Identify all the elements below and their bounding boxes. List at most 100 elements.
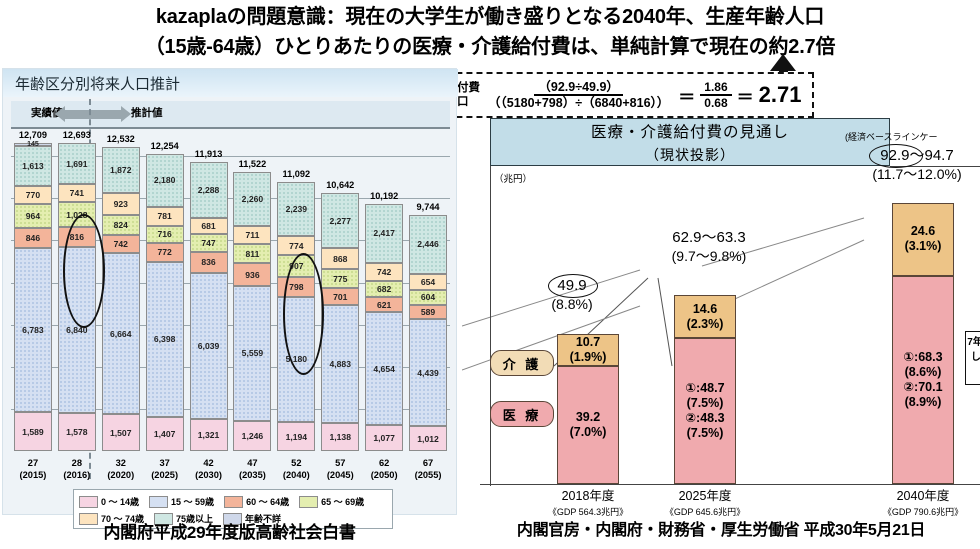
x-year: (2020) [107,470,135,480]
population-bar-segment: 964 [13,204,52,228]
x-era: 27 [27,458,39,468]
population-bar-segment: 741 [57,184,96,203]
population-bar-segment: 701 [321,288,360,306]
formula-expression: （92.9÷49.9） （（5180+798）÷（6840+816）） [484,80,673,110]
population-bar: 11,913 2,288 681 747 836 6,039 1,321 [189,149,228,451]
population-x-label: 57 (2045) [317,457,363,481]
x-era: 57 [335,458,346,468]
x-era: 32 [115,458,126,468]
benefit-segment-line: (2.3%) [686,316,724,331]
population-x-label: 47 (2035) [229,457,275,481]
benefit-chart-title: 医療・介護給付費の見通し （現状投影） [490,118,890,166]
actual-values-label: 実績値 [31,107,63,119]
up-arrow-icon [770,54,796,71]
benefit-bar-kaigo: 14.6 (2.3%) [674,294,736,339]
population-bar-total: 11,522 [238,158,267,169]
legend-swatch [223,512,243,525]
legend-label: 75歳以上 [176,514,214,524]
population-bar-segment: 770 [13,185,52,205]
legend-kaigo-label: 介 護 [502,356,542,372]
gridline [11,324,450,326]
population-bar-total: 11,913 [194,149,223,160]
legend-label: 0 ～ 14歳 [101,497,140,507]
population-bar-segment: 781 [145,206,184,226]
benefit-x-year: 2018年度 [561,489,615,503]
x-era: 42 [203,458,214,468]
population-x-label: 32 (2020) [98,457,144,481]
formula-equals-1: ＝ [678,87,696,107]
benefit-segment-line: 24.6 [910,224,936,239]
population-bar-segment: 824 [101,214,140,235]
population-bar-segment: 621 [365,297,404,313]
population-bar: 12,709 145 1,613 770 964 846 6,783 1,589 [13,130,52,451]
population-bar-segment: 6,039 [189,272,228,419]
population-bar-segment: 2,417 [365,203,404,263]
population-bar-segment: 716 [145,225,184,244]
benefit-bar: 24.6 (3.1%) ①:68.3 (8.6%) ②:70.1 (8.9%) [892,202,954,484]
legend-swatch [79,495,98,508]
legend-item: 65 ～ 69歳 [299,495,364,508]
gridline [11,408,450,410]
benefit-bar-kaigo: 10.7 (1.9%) [557,334,619,367]
legend-iryo-label: 医 療 [502,407,542,423]
gridline [11,366,450,368]
population-bar-segment: 846 [13,227,52,249]
population-x-label: 52 (2040) [273,457,319,481]
benefit-total-pct: (9.7～9.8%) [671,248,747,264]
benefit-top-rule [890,166,980,168]
population-legend-row-1: 0 ～ 14歳 15 ～ 59歳 60 ～ 64歳 65 ～ 69歳 [79,493,387,510]
population-bar-segment: 681 [189,217,228,235]
population-chart-panel: 年齢区分別将来人口推計 実績値 推計値 12,709 145 1,613 770 964… [2,68,458,529]
population-bar-segment: 868 [321,248,360,270]
formula-equals-2: ＝ [736,87,754,107]
population-bar-segment: 4,654 [365,312,404,425]
gridline [11,198,450,200]
population-bar-segment: 2,260 [233,171,272,227]
benefit-segment-line: ①:68.3 [903,350,943,365]
legend-item: 0 ～ 14歳 [79,495,139,508]
population-bar-segment: 1,138 [321,423,360,451]
population-bar-segment: 811 [233,243,272,264]
benefit-total-circle [869,144,923,168]
legend-swatch [149,495,169,508]
population-x-label: 37 (2025) [142,457,188,481]
population-bar: 10,192 2,417 742 682 621 4,654 1,077 [365,191,404,451]
benefit-source-caption: 内閣官房・内閣府・財務省・厚生労働省 平成30年5月21日 [516,522,926,539]
population-bar-segment: 923 [101,192,140,215]
gridline [11,240,450,242]
x-era: 47 [247,458,258,468]
population-bar-segment: 1,077 [365,424,404,451]
benefit-title-main: 医療・介護給付費の見通し [590,124,789,141]
x-era: 28 [71,458,83,468]
population-bar-segment: 1,507 [101,414,140,451]
population-bar-segment: 682 [365,280,404,298]
population-bar-total: 12,693 [62,130,91,141]
benefit-x-year: 2025年度 [678,489,732,503]
population-bar: 11,522 2,260 711 811 936 5,559 1,246 [233,159,272,451]
legend-label: 70 ～ 74歳 [101,514,145,524]
highlight-ellipse-2016 [63,214,105,328]
population-chart-title: 年齢区分別将来人口推計 [3,69,458,97]
benefit-x-year: 2040年度 [896,489,950,503]
legend-swatch [299,495,319,508]
population-bar-segment: 1,613 [13,146,52,186]
population-bar-segment: 774 [277,236,316,256]
population-bar-segment: 2,288 [189,162,228,218]
x-era: 52 [291,458,302,468]
population-bar-segment: 4,439 [409,318,448,427]
population-bar-segment: 6,398 [145,261,184,417]
page-title: kazaplaの問題意識：現在の大学生が働き盛りとなる2040年、生産年齢人口 … [0,2,980,64]
x-year: (2035) [239,470,266,480]
benefit-bar-iryo: ①:48.7 (7.5%) ②:48.3 (7.5%) [674,338,736,484]
legend-kaigo: 介 護 [490,350,554,376]
highlight-ellipse-2040 [283,253,324,375]
x-year: (2055) [414,470,442,480]
legend-label: 65 ～ 69歳 [321,497,365,507]
x-year: (2016) [63,470,91,480]
population-bar-segment: 145 [13,141,52,148]
benefit-x-label: 2018年度 《GDP 564.3兆円》 [533,488,643,520]
benefit-segment-line: (8.9%) [904,395,942,410]
population-bar-segment: 1,012 [409,426,448,451]
population-bar: 9,744 2,446 654 604 589 4,439 1,012 [409,202,448,451]
